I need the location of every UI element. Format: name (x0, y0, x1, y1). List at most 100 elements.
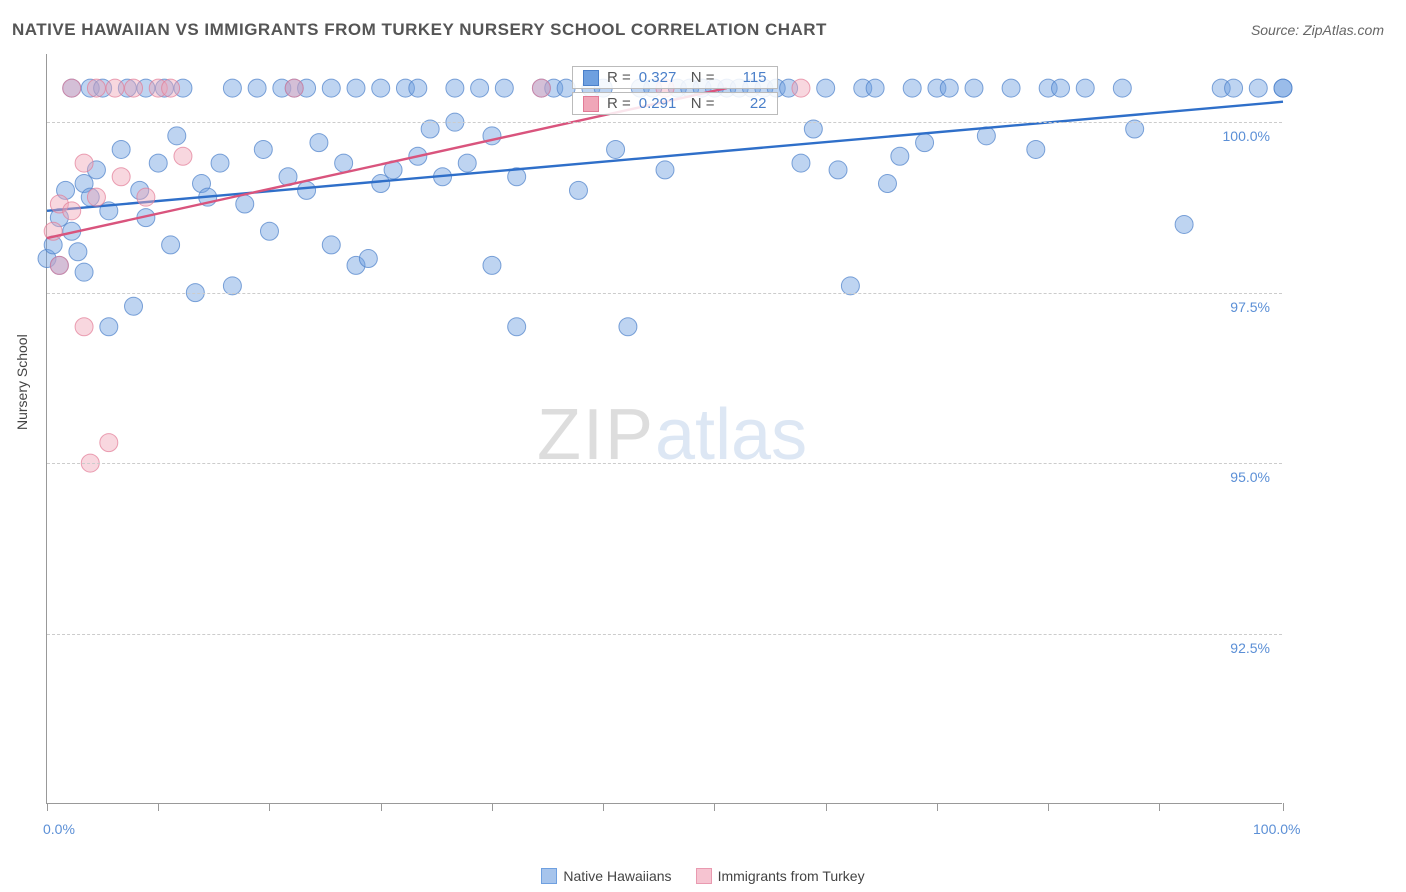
x-tick (714, 803, 715, 811)
legend-swatch (696, 868, 712, 884)
scatter-point (63, 202, 81, 220)
scatter-point (569, 181, 587, 199)
scatter-point (260, 222, 278, 240)
scatter-point (508, 318, 526, 336)
stat-swatch (583, 70, 599, 86)
scatter-point (100, 318, 118, 336)
stat-r-label: R = (607, 95, 631, 112)
scatter-point (446, 79, 464, 97)
regression-line (47, 102, 1283, 211)
scatter-point (1249, 79, 1267, 97)
x-tick (47, 803, 48, 811)
scatter-point (891, 147, 909, 165)
scatter-point (162, 79, 180, 97)
stat-r-value: 0.327 (639, 69, 683, 86)
scatter-point (50, 256, 68, 274)
scatter-point (87, 79, 105, 97)
legend-swatch (541, 868, 557, 884)
scatter-point (223, 79, 241, 97)
scatter-point (87, 188, 105, 206)
scatter-point (112, 140, 130, 158)
stat-n-value: 22 (723, 95, 767, 112)
scatter-point (149, 154, 167, 172)
x-tick (826, 803, 827, 811)
stat-swatch (583, 96, 599, 112)
scatter-point (483, 256, 501, 274)
gridline-h (47, 122, 1282, 123)
scatter-point (458, 154, 476, 172)
stat-n-label: N = (691, 95, 715, 112)
scatter-point (1175, 215, 1193, 233)
scatter-point (1113, 79, 1131, 97)
stat-box: R =0.327N =115 (572, 66, 778, 89)
x-tick (492, 803, 493, 811)
scatter-point (322, 236, 340, 254)
legend-label: Immigrants from Turkey (718, 868, 865, 884)
x-tick (1159, 803, 1160, 811)
scatter-point (63, 79, 81, 97)
scatter-point (112, 168, 130, 186)
stat-n-value: 115 (723, 69, 767, 86)
gridline-h (47, 463, 1282, 464)
x-tick-label: 100.0% (1253, 821, 1300, 837)
legend-item: Native Hawaiians (541, 868, 671, 884)
scatter-point (1274, 79, 1292, 97)
x-tick (937, 803, 938, 811)
scatter-point (310, 134, 328, 152)
scatter-point (174, 147, 192, 165)
scatter-point (792, 154, 810, 172)
scatter-point (940, 79, 958, 97)
scatter-point (211, 154, 229, 172)
y-axis-label: Nursery School (14, 334, 30, 430)
source-attribution: Source: ZipAtlas.com (1251, 22, 1384, 38)
scatter-point (106, 79, 124, 97)
chart-title: NATIVE HAWAIIAN VS IMMIGRANTS FROM TURKE… (12, 20, 827, 40)
stat-box: R =0.291N =22 (572, 92, 778, 115)
scatter-point (298, 181, 316, 199)
scatter-point (532, 79, 550, 97)
scatter-point (903, 79, 921, 97)
y-tick-label: 100.0% (1223, 128, 1270, 144)
x-tick (603, 803, 604, 811)
scatter-point (100, 434, 118, 452)
stat-r-label: R = (607, 69, 631, 86)
scatter-point (495, 79, 513, 97)
scatter-point (69, 243, 87, 261)
scatter-point (372, 175, 390, 193)
scatter-point (471, 79, 489, 97)
scatter-point (817, 79, 835, 97)
x-tick (381, 803, 382, 811)
scatter-point (1002, 79, 1020, 97)
legend-label: Native Hawaiians (563, 868, 671, 884)
scatter-point (359, 250, 377, 268)
scatter-point (125, 297, 143, 315)
scatter-point (792, 79, 810, 97)
scatter-point (137, 188, 155, 206)
scatter-point (335, 154, 353, 172)
x-tick-label: 0.0% (43, 821, 75, 837)
chart-svg (47, 54, 1282, 803)
y-tick-label: 95.0% (1230, 469, 1270, 485)
scatter-point (1027, 140, 1045, 158)
scatter-point (285, 79, 303, 97)
scatter-point (1052, 79, 1070, 97)
scatter-point (248, 79, 266, 97)
scatter-point (162, 236, 180, 254)
scatter-point (75, 318, 93, 336)
scatter-point (878, 175, 896, 193)
scatter-point (619, 318, 637, 336)
scatter-point (965, 79, 983, 97)
scatter-point (75, 154, 93, 172)
scatter-point (125, 79, 143, 97)
plot-area: ZIPatlas 92.5%95.0%97.5%100.0%0.0%100.0%… (46, 54, 1282, 804)
scatter-point (75, 263, 93, 281)
scatter-point (322, 79, 340, 97)
scatter-point (656, 161, 674, 179)
x-tick (1048, 803, 1049, 811)
legend-item: Immigrants from Turkey (696, 868, 865, 884)
scatter-point (1225, 79, 1243, 97)
gridline-h (47, 634, 1282, 635)
x-tick (158, 803, 159, 811)
y-tick-label: 92.5% (1230, 640, 1270, 656)
y-tick-label: 97.5% (1230, 299, 1270, 315)
